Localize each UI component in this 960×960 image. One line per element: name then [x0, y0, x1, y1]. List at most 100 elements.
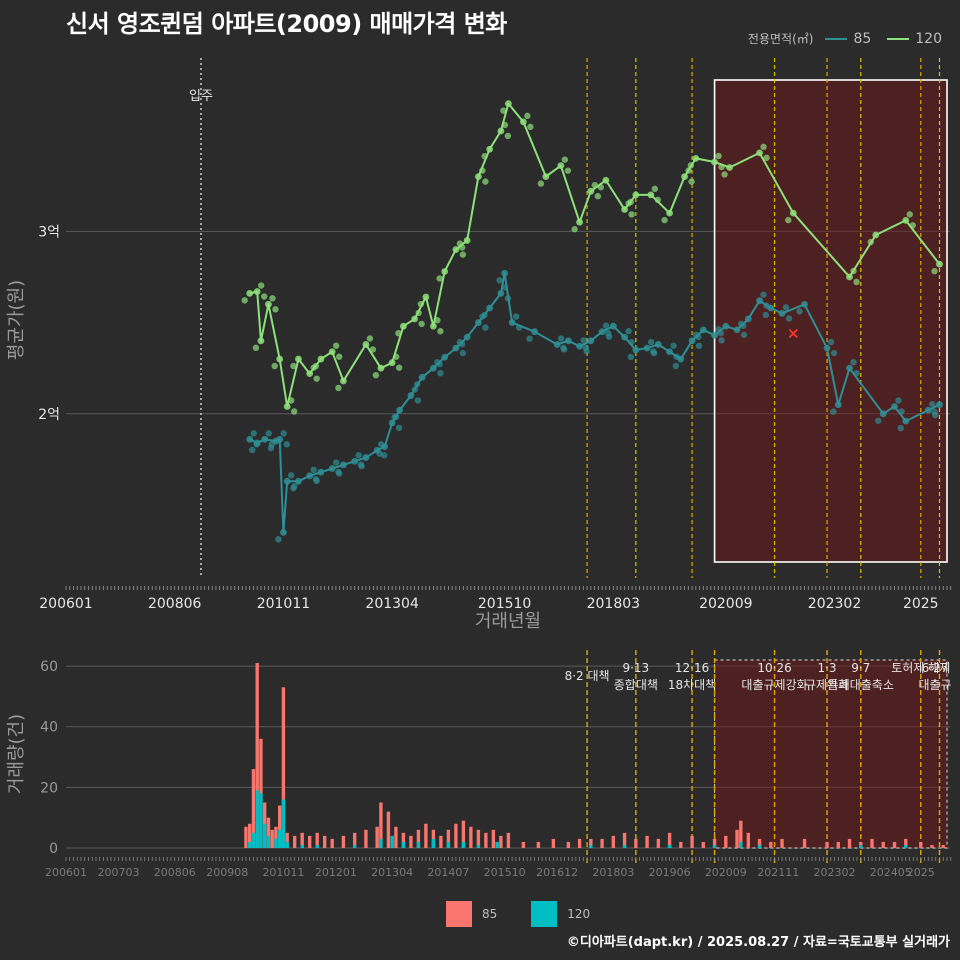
series-point-120	[497, 127, 505, 135]
series-point-120	[867, 238, 874, 246]
series-point-85	[355, 452, 362, 459]
series-point-120	[276, 355, 284, 363]
series-point-120	[909, 222, 916, 229]
series-point-120	[621, 206, 628, 213]
bar-85	[769, 841, 773, 848]
series-point-85	[740, 322, 747, 330]
series-point-85	[482, 324, 489, 331]
series-point-85	[557, 335, 565, 342]
series-point-120	[271, 362, 278, 370]
bar-85	[735, 829, 739, 848]
series-point-120	[902, 216, 910, 224]
series-point-85	[587, 337, 595, 345]
series-point-120	[763, 154, 770, 162]
series-point-85	[481, 311, 488, 319]
series-point-120	[524, 112, 531, 120]
bar-85	[292, 835, 297, 848]
series-point-85	[357, 461, 365, 468]
policy-label: 1·3	[817, 661, 836, 675]
bar-85	[266, 817, 271, 848]
series-point-120	[257, 282, 265, 289]
series-point-120	[481, 153, 488, 160]
series-point-120	[369, 346, 377, 353]
series-point-120	[726, 164, 733, 171]
bar-120	[476, 844, 481, 848]
bar-120	[248, 841, 252, 848]
x-tick-label: 202111	[757, 866, 799, 879]
bar-85	[248, 823, 252, 848]
bar-85	[364, 829, 368, 848]
bar-85	[394, 826, 398, 848]
x-tick-label: 2025	[903, 596, 939, 612]
series-point-85	[902, 417, 910, 425]
series-point-120	[328, 348, 336, 356]
series-point-85	[317, 468, 325, 476]
bar-120	[278, 829, 282, 848]
legend-box-120	[531, 901, 558, 927]
series-point-85	[335, 468, 342, 476]
series-point-120	[437, 328, 444, 335]
bar-85	[739, 820, 743, 848]
series-point-120	[332, 342, 340, 349]
series-point-85	[246, 435, 254, 443]
bar-85	[461, 820, 466, 848]
series-point-120	[501, 121, 509, 129]
series-point-120	[434, 317, 441, 324]
x-tick-label: 200806	[148, 596, 202, 612]
bar-85	[724, 835, 728, 848]
series-point-120	[388, 359, 396, 367]
series-point-85	[576, 342, 584, 350]
series-point-120	[688, 178, 695, 185]
y-axis-label: 평균가(원)	[6, 280, 27, 360]
bar-85	[645, 835, 649, 848]
series-point-85	[895, 397, 902, 404]
series-point-85	[625, 327, 632, 335]
series-point-120	[395, 364, 403, 371]
shaded-period-box	[713, 79, 948, 563]
series-point-120	[504, 100, 512, 108]
bar-85	[259, 738, 263, 848]
series-point-120	[591, 181, 599, 189]
bar-85	[416, 829, 421, 848]
bar-85	[341, 835, 346, 848]
series-point-85	[413, 381, 421, 388]
bar-85	[401, 832, 406, 848]
bar-120	[589, 844, 593, 848]
price-line-chart: 2억 3억 입주 200601 200806 201011 201304 201510 2018…	[6, 58, 952, 632]
series-point-120	[482, 178, 489, 185]
series-point-120	[459, 251, 467, 258]
series-point-120	[252, 344, 260, 352]
x-tick-label: 200806	[154, 866, 196, 879]
policy-label: 12·16	[675, 661, 709, 675]
series-point-85	[429, 364, 437, 372]
series-point-85	[711, 331, 718, 339]
bar-85	[446, 829, 451, 848]
legend-swatch-120	[887, 37, 910, 40]
series-point-85	[501, 284, 509, 291]
bar-85	[281, 687, 286, 848]
series-point-85	[605, 330, 612, 337]
x-tick-label: 200908	[206, 866, 248, 879]
series-point-85	[756, 297, 763, 305]
series-point-120	[287, 397, 295, 404]
series-point-85	[351, 457, 359, 465]
policy-label: 특례대출축소	[828, 678, 894, 692]
series-point-85	[767, 304, 775, 312]
policy-label: 대출규제강화	[741, 678, 807, 692]
bar-85	[757, 838, 762, 848]
series-point-120	[366, 335, 374, 342]
series-point-85	[414, 397, 422, 404]
series-point-120	[527, 123, 534, 131]
x-tick-label: 202302	[808, 596, 861, 612]
series-point-85	[621, 333, 628, 341]
series-point-85	[497, 289, 505, 297]
bar-120	[281, 799, 286, 848]
series-point-120	[846, 273, 853, 281]
bar-85	[278, 805, 282, 848]
bar-85	[499, 835, 503, 848]
series-point-120	[628, 211, 635, 218]
bar-120	[757, 844, 762, 848]
legend-title: 전용면적(㎡)	[747, 32, 814, 46]
series-point-85	[391, 413, 398, 421]
series-point-120	[377, 364, 385, 372]
